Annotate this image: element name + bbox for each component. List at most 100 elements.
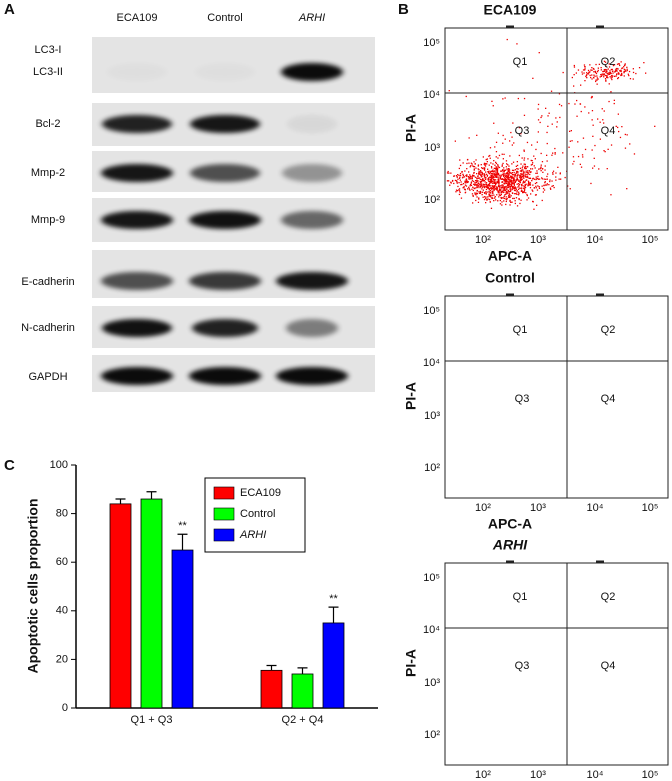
event-dot (493, 174, 495, 176)
event-dot (528, 177, 530, 179)
event-dot (491, 174, 493, 176)
event-dot (607, 68, 609, 70)
event-dot (505, 175, 507, 178)
event-dot (471, 175, 474, 177)
event-dot (540, 166, 542, 168)
x-tick-label: 10² (475, 234, 491, 246)
event-dot (542, 191, 544, 193)
event-dot (477, 175, 479, 178)
event-dot (507, 181, 509, 183)
event-dot (502, 171, 504, 173)
event-dot (478, 172, 480, 174)
event-dot (552, 152, 554, 154)
event-dot (537, 108, 539, 110)
event-dot (491, 178, 493, 180)
x-axis-label: APC-A (488, 516, 532, 532)
event-dot (588, 112, 590, 114)
event-dot (556, 121, 558, 123)
event-dot (604, 68, 607, 71)
event-dot (526, 171, 528, 174)
event-dot (490, 207, 493, 209)
event-dot (571, 140, 573, 142)
event-dot (508, 186, 510, 188)
y-tick-label: 10³ (424, 410, 440, 422)
event-dot (601, 74, 603, 76)
event-dot (620, 70, 622, 73)
event-dot (497, 180, 500, 182)
event-dot (518, 185, 520, 187)
event-dot (609, 70, 611, 72)
event-dot (591, 74, 593, 76)
event-dot (628, 74, 630, 77)
event-dot (478, 197, 480, 199)
event-dot (512, 176, 514, 178)
event-dot (489, 201, 491, 203)
event-dot (531, 144, 533, 146)
event-dot (517, 168, 519, 170)
event-dot (496, 181, 498, 183)
event-dot (470, 184, 473, 186)
event-dot (475, 180, 477, 182)
event-dot (470, 165, 472, 167)
event-dot (632, 71, 635, 74)
event-dot (467, 188, 469, 190)
event-dot (612, 64, 615, 67)
quadrant-label: Q2 (601, 56, 616, 68)
event-dot (485, 173, 488, 175)
event-dot (523, 157, 526, 159)
band (102, 115, 172, 133)
band (102, 319, 172, 337)
event-dot (491, 167, 493, 169)
event-dot (491, 196, 493, 198)
event-dot (508, 182, 510, 184)
event-dot (510, 179, 513, 181)
event-dot (520, 190, 522, 192)
event-dot (473, 165, 475, 168)
event-dot (597, 118, 599, 120)
event-dot (526, 193, 528, 196)
event-dot (510, 195, 512, 197)
event-dot (520, 176, 523, 179)
event-dot (510, 201, 512, 203)
event-dot (468, 186, 470, 188)
event-dot (514, 176, 516, 178)
y-tick-label: 40 (56, 605, 68, 617)
event-dot (492, 190, 494, 192)
event-dot (520, 178, 522, 180)
event-dot (497, 164, 499, 166)
error-bar (177, 533, 188, 551)
event-dot (483, 173, 486, 175)
event-dot (536, 182, 538, 184)
event-dot (516, 43, 518, 45)
event-dot (497, 200, 499, 202)
event-dot (489, 189, 492, 192)
event-dot (482, 179, 485, 181)
quadrant-label: Q2 (601, 324, 616, 336)
event-dot (478, 173, 480, 176)
event-dot (613, 102, 615, 105)
event-dot (528, 182, 530, 184)
event-dot (473, 161, 475, 163)
event-dot (531, 180, 533, 182)
event-dot (504, 180, 506, 182)
event-dot (506, 168, 508, 170)
event-dot (531, 168, 534, 170)
event-dot (470, 182, 472, 184)
band (281, 63, 343, 81)
event-dot (475, 184, 477, 186)
event-dot (480, 184, 482, 186)
band (192, 319, 258, 337)
event-dot (513, 189, 516, 191)
event-dot (459, 164, 462, 167)
event-dot (598, 168, 600, 170)
event-dot (627, 73, 629, 75)
event-dot (494, 170, 496, 172)
event-dot (548, 112, 550, 114)
event-dot (607, 148, 609, 150)
event-dot (464, 188, 466, 191)
event-dot (496, 181, 498, 183)
event-dot (593, 77, 595, 79)
event-dot (532, 77, 534, 79)
event-dot (477, 168, 479, 170)
